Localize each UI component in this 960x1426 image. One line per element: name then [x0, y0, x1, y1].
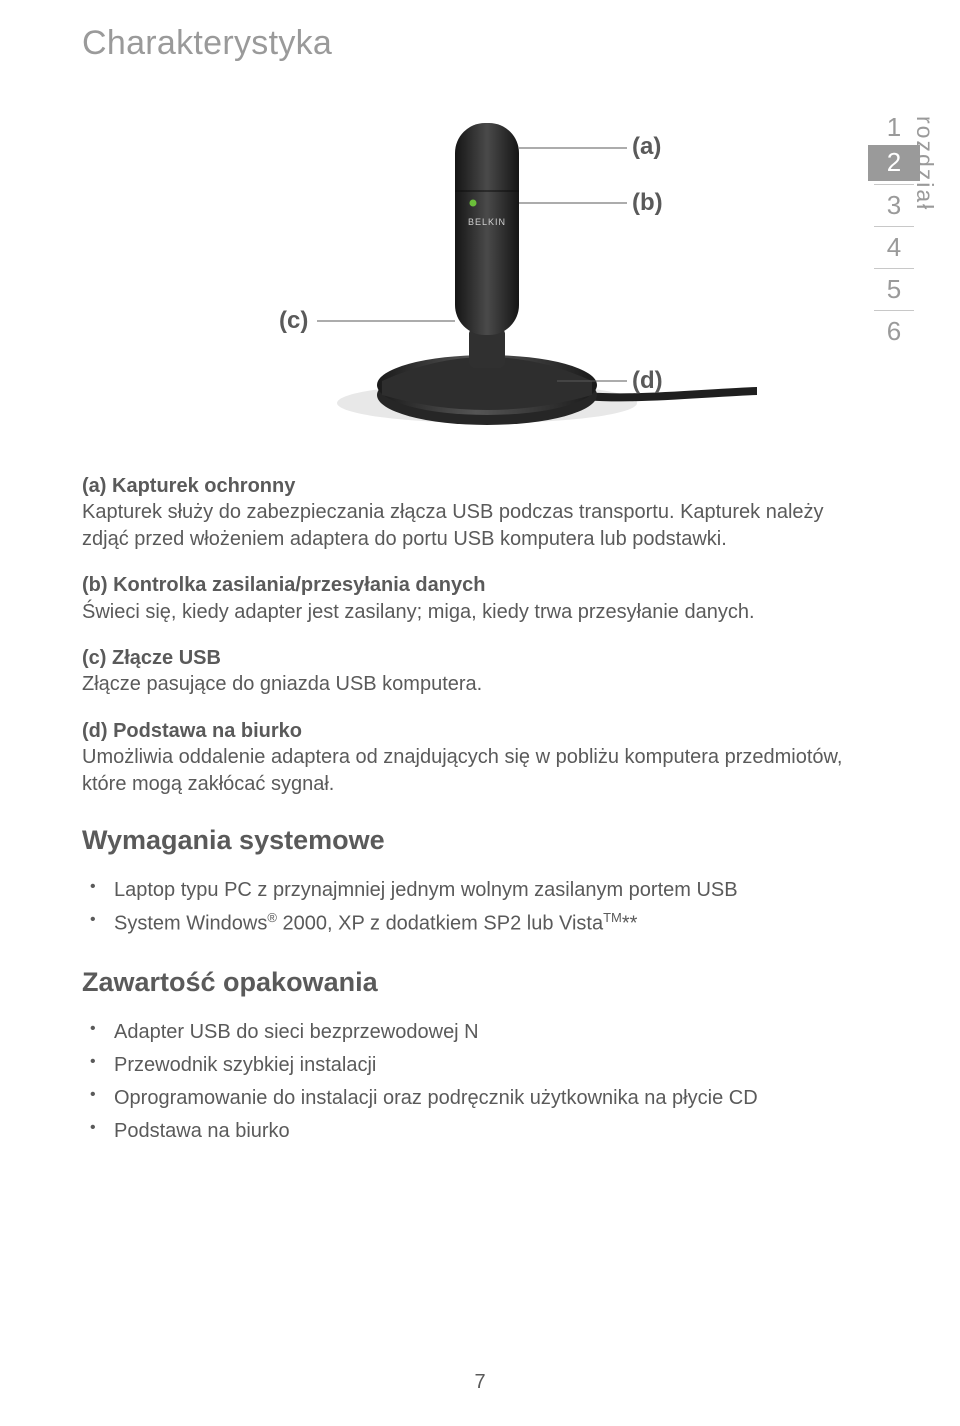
para-c: (c) Złącze USB Złącze pasujące do gniazd…: [82, 645, 872, 698]
section-nav: rozdział 1 2 3 4 5 6: [868, 110, 920, 350]
reg-mark: ®: [267, 910, 277, 925]
nav-sep: [874, 268, 914, 269]
list-item: Przewodnik szybkiej instalacji: [114, 1050, 872, 1081]
section-nav-label: rozdział: [911, 116, 938, 211]
para-d: (d) Podstawa na biurko Umożliwia oddalen…: [82, 718, 872, 797]
para-a-title: (a) Kapturek ochronny: [82, 475, 295, 497]
package-list: Adapter USB do sieci bezprzewodowej N Pr…: [82, 1017, 872, 1147]
body-text: (a) Kapturek ochronny Kapturek służy do …: [82, 473, 872, 1147]
para-b-title: (b) Kontrolka zasilania/przesyłania dany…: [82, 574, 485, 596]
sysreq-list: Laptop typu PC z przynajmniej jednym wol…: [82, 875, 872, 940]
list-item: Adapter USB do sieci bezprzewodowej N: [114, 1017, 872, 1048]
nav-sep: [874, 310, 914, 311]
product-figure: BELKIN (a) (b) (c) (d): [197, 103, 757, 453]
para-a-body: Kapturek służy do zabezpieczania złącza …: [82, 501, 824, 549]
txt: **: [622, 912, 638, 934]
nav-sep: [874, 184, 914, 185]
tm-mark: TM: [603, 910, 622, 925]
product-illustration: BELKIN: [197, 103, 757, 453]
para-b-body: Świeci się, kiedy adapter jest zasilany;…: [82, 601, 755, 623]
callout-b: (b): [632, 189, 663, 217]
txt: System Windows: [114, 912, 267, 934]
nav-num-4: 4: [868, 230, 920, 265]
list-item: System Windows® 2000, XP z dodatkiem SP2…: [114, 908, 872, 940]
svg-text:BELKIN: BELKIN: [468, 217, 506, 227]
para-d-title: (d) Podstawa na biurko: [82, 720, 302, 742]
list-item: Laptop typu PC z przynajmniej jednym wol…: [114, 875, 872, 906]
para-b: (b) Kontrolka zasilania/przesyłania dany…: [82, 572, 872, 625]
para-a: (a) Kapturek ochronny Kapturek służy do …: [82, 473, 872, 552]
nav-num-5: 5: [868, 272, 920, 307]
para-c-body: Złącze pasujące do gniazda USB komputera…: [82, 673, 482, 695]
list-item: Podstawa na biurko: [114, 1116, 872, 1147]
list-item: Oprogramowanie do instalacji oraz podręc…: [114, 1083, 872, 1114]
callout-c: (c): [279, 307, 308, 335]
callout-d: (d): [632, 367, 663, 395]
sysreq-title: Wymagania systemowe: [82, 823, 872, 859]
callout-a: (a): [632, 133, 661, 161]
para-d-body: Umożliwia oddalenie adaptera od znajdują…: [82, 746, 842, 794]
package-title: Zawartość opakowania: [82, 965, 872, 1001]
page-number: 7: [0, 1371, 960, 1394]
para-c-title: (c) Złącze USB: [82, 647, 221, 669]
page: Charakterystyka rozdział 1 2 3 4 5 6: [0, 0, 960, 1426]
nav-sep: [874, 226, 914, 227]
nav-num-6: 6: [868, 314, 920, 349]
page-title: Charakterystyka: [82, 24, 872, 63]
txt: 2000, XP z dodatkiem SP2 lub Vista: [277, 912, 603, 934]
